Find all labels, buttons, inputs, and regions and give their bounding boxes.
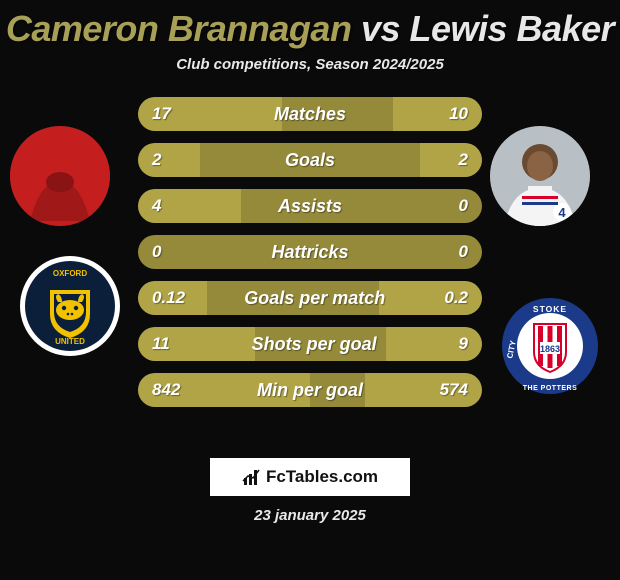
player2-avatar: 4: [490, 126, 590, 226]
svg-text:THE POTTERS: THE POTTERS: [523, 385, 578, 392]
stat-label: Min per goal: [257, 380, 363, 401]
stat-row: 842 Min per goal 574: [138, 373, 482, 407]
stat-row: 17 Matches 10: [138, 97, 482, 131]
stat-value-left: 0: [152, 242, 161, 262]
player2-name: Lewis Baker: [410, 8, 615, 49]
svg-text:4: 4: [558, 205, 566, 220]
stat-label: Assists: [278, 196, 342, 217]
stat-value-right: 574: [440, 380, 468, 400]
player2-crest: STOKE THE POTTERS CITY 1863: [500, 296, 600, 396]
stat-label: Goals per match: [244, 288, 385, 309]
stat-fill-right: [393, 97, 482, 131]
avatar1-svg: [10, 126, 110, 226]
stat-fill-left: [138, 143, 200, 177]
stat-value-right: 0.2: [444, 288, 468, 308]
stat-value-left: 842: [152, 380, 180, 400]
stat-value-right: 0: [459, 196, 468, 216]
stats-list: 17 Matches 10 2 Goals 2 4 Assists 0 0 Hattricks 0 0.…: [138, 97, 482, 407]
stat-row: 0.12 Goals per match 0.2: [138, 281, 482, 315]
stoke-crest-icon: STOKE THE POTTERS CITY 1863: [500, 296, 600, 396]
fctables-logo: FcTables.com: [210, 458, 410, 496]
stat-value-left: 0.12: [152, 288, 185, 308]
logo-text: FcTables.com: [266, 467, 378, 487]
svg-text:1863: 1863: [540, 344, 560, 354]
stat-row: 0 Hattricks 0: [138, 235, 482, 269]
oxford-crest-icon: OXFORD UNITED: [20, 256, 120, 356]
stat-row: 2 Goals 2: [138, 143, 482, 177]
comparison-title: Cameron Brannagan vs Lewis Baker: [0, 0, 620, 50]
stat-value-left: 11: [152, 334, 170, 354]
player1-avatar: [10, 126, 110, 226]
player1-crest: OXFORD UNITED: [20, 256, 120, 356]
stat-label: Shots per goal: [252, 334, 377, 355]
stat-label: Hattricks: [271, 242, 348, 263]
vs-text: vs: [361, 8, 400, 49]
subtitle: Club competitions, Season 2024/2025: [0, 56, 620, 73]
stat-value-left: 2: [152, 150, 161, 170]
stat-label: Matches: [274, 104, 346, 125]
stat-value-right: 2: [459, 150, 468, 170]
date-text: 23 january 2025: [0, 507, 620, 524]
stat-value-right: 0: [459, 242, 468, 262]
stat-row: 4 Assists 0: [138, 189, 482, 223]
avatar2-svg: 4: [490, 126, 590, 226]
stat-row: 11 Shots per goal 9: [138, 327, 482, 361]
stat-fill-right: [420, 143, 482, 177]
svg-text:STOKE: STOKE: [533, 304, 567, 314]
svg-text:UNITED: UNITED: [55, 337, 85, 346]
bar-chart-icon: [242, 467, 262, 487]
stat-value-right: 10: [449, 104, 468, 124]
svg-text:OXFORD: OXFORD: [53, 269, 87, 278]
stat-value-right: 9: [459, 334, 468, 354]
stat-value-left: 17: [152, 104, 171, 124]
stat-label: Goals: [285, 150, 335, 171]
stat-value-left: 4: [152, 196, 161, 216]
player1-name: Cameron Brannagan: [6, 8, 352, 49]
